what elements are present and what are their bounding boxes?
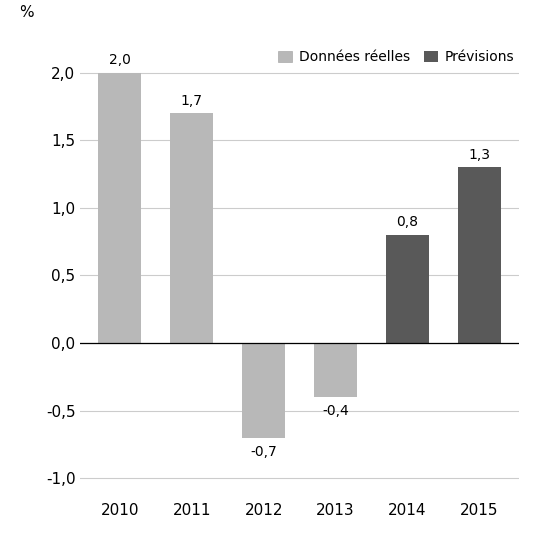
Text: 0,8: 0,8 [396,216,418,229]
Text: 1,3: 1,3 [469,148,491,162]
Bar [458,167,501,343]
Bar [242,343,285,438]
Text: 1,7: 1,7 [181,94,203,107]
Text: %: % [19,6,34,20]
Legend: Données réelles, Prévisions: Données réelles, Prévisions [278,50,514,64]
Text: -0,4: -0,4 [322,404,349,418]
Bar [314,343,357,397]
Bar [386,235,429,343]
Bar [98,73,141,343]
Text: -0,7: -0,7 [250,444,277,459]
Bar [170,113,213,343]
Text: 2,0: 2,0 [109,53,131,67]
